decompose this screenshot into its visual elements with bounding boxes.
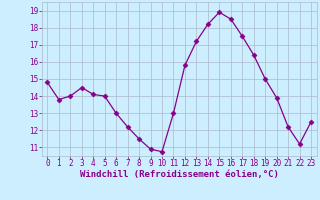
X-axis label: Windchill (Refroidissement éolien,°C): Windchill (Refroidissement éolien,°C)	[80, 170, 279, 179]
